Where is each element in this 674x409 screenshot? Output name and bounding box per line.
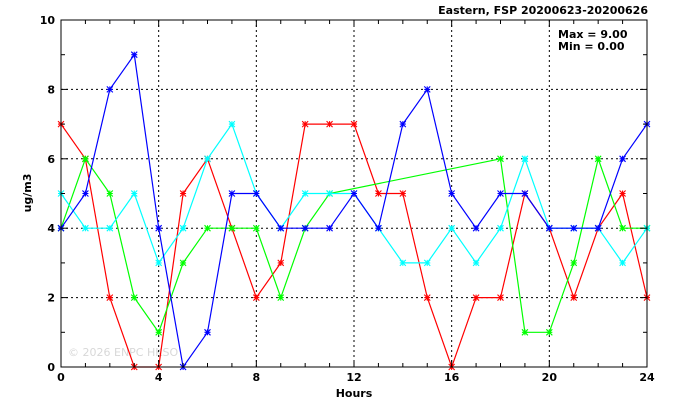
- series-3: [57, 51, 651, 371]
- data-point: [106, 86, 114, 93]
- y-tick-label: 4: [47, 222, 55, 235]
- y-axis-label: ug/m3: [21, 174, 34, 213]
- max-label: Max = 9.00: [558, 28, 628, 41]
- data-point: [204, 328, 211, 336]
- data-point: [204, 224, 211, 232]
- data-point: [570, 294, 578, 301]
- data-point: [277, 224, 285, 232]
- data-point: [423, 294, 431, 301]
- data-point: [301, 224, 309, 232]
- data-point: [545, 224, 553, 232]
- x-tick-label: 24: [639, 371, 655, 384]
- data-point: [350, 120, 358, 128]
- data-point: [130, 294, 138, 301]
- data-point: [399, 120, 407, 128]
- x-tick-label: 20: [542, 371, 558, 384]
- y-tick-label: 10: [40, 14, 56, 27]
- data-point: [326, 120, 333, 128]
- data-point: [399, 190, 407, 197]
- data-point: [326, 190, 333, 197]
- data-point: [106, 294, 114, 301]
- data-point: [82, 224, 89, 232]
- data-point: [228, 120, 236, 128]
- data-point: [130, 190, 138, 197]
- data-point: [301, 190, 309, 197]
- data-point: [619, 259, 626, 267]
- data-point: [301, 120, 309, 128]
- data-point: [497, 294, 504, 301]
- data-point: [326, 224, 333, 232]
- data-point: [350, 190, 358, 197]
- y-tick-label: 0: [47, 361, 55, 374]
- data-point: [497, 155, 504, 163]
- data-point: [497, 190, 504, 197]
- data-point: [497, 224, 504, 232]
- data-point: [252, 190, 260, 197]
- watermark: © 2026 ENPC HKSO: [68, 346, 178, 359]
- data-point: [619, 224, 626, 232]
- x-tick-label: 12: [346, 371, 361, 384]
- y-tick-label: 8: [47, 83, 55, 96]
- x-tick-label: 0: [57, 371, 65, 384]
- data-point: [521, 328, 529, 336]
- data-point: [423, 259, 431, 267]
- y-tick-label: 6: [47, 153, 55, 166]
- x-tick-label: 8: [253, 371, 261, 384]
- data-point: [472, 294, 480, 301]
- data-point: [204, 155, 211, 163]
- data-point: [252, 294, 260, 301]
- data-point: [228, 224, 236, 232]
- data-point: [594, 155, 602, 163]
- data-point: [155, 328, 163, 336]
- x-tick-label: 16: [444, 371, 460, 384]
- data-point: [594, 224, 602, 232]
- data-point: [399, 259, 407, 267]
- min-label: Min = 0.00: [558, 40, 625, 53]
- data-point: [423, 86, 431, 93]
- data-point: [521, 155, 529, 163]
- data-point: [179, 259, 187, 267]
- data-point: [570, 224, 578, 232]
- data-point: [155, 224, 163, 232]
- data-point: [277, 259, 285, 267]
- x-axis-ticks: 0 4 8 12 16 20 24: [57, 20, 655, 384]
- data-point: [570, 259, 578, 267]
- data-point: [619, 190, 626, 197]
- x-tick-label: 4: [155, 371, 163, 384]
- data-point: [252, 224, 260, 232]
- data-point: [179, 190, 187, 197]
- data-point: [82, 190, 89, 197]
- data-point: [472, 259, 480, 267]
- data-point: [619, 155, 626, 163]
- data-point: [106, 224, 114, 232]
- data-point: [448, 224, 456, 232]
- data-point: [472, 224, 480, 232]
- data-point: [277, 294, 285, 301]
- x-axis-label: Hours: [336, 387, 373, 400]
- chart-title: Eastern, FSP 20200623-20200626: [438, 4, 648, 17]
- data-point: [545, 328, 553, 336]
- data-point: [448, 190, 456, 197]
- data-point: [228, 190, 236, 197]
- data-point: [375, 224, 382, 232]
- y-axis-ticks: 0 2 4 6 8 10: [40, 14, 647, 374]
- data-point: [106, 190, 114, 197]
- y-tick-label: 2: [47, 292, 55, 305]
- data-point: [155, 259, 163, 267]
- data-point: [521, 190, 529, 197]
- data-point: [130, 51, 138, 59]
- data-series: [57, 51, 651, 371]
- data-point: [179, 224, 187, 232]
- data-point: [82, 155, 89, 163]
- data-point: [375, 190, 382, 197]
